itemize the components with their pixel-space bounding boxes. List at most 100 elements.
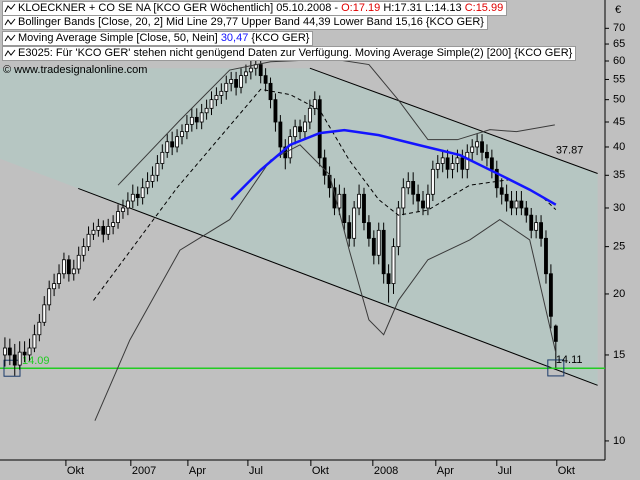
candle-body — [401, 187, 406, 209]
candle-body — [317, 99, 322, 159]
candle-body — [121, 207, 125, 212]
candle-body — [2, 347, 7, 356]
candle-body — [86, 233, 91, 248]
candle-body — [37, 321, 42, 336]
candle-body — [96, 226, 101, 231]
candle-body — [258, 64, 263, 77]
indicator-line — [117, 59, 555, 186]
high-text: H:17.31 — [383, 2, 422, 14]
candle-body — [396, 207, 401, 248]
candle-body — [224, 82, 229, 92]
candle-body — [155, 163, 160, 176]
candle-body — [386, 273, 391, 285]
candle-body — [298, 126, 302, 133]
candle-body — [519, 200, 524, 209]
candle-body — [71, 268, 76, 275]
price-marker — [547, 359, 565, 377]
candle-body — [66, 259, 71, 275]
candle-body — [475, 141, 480, 148]
candle-body — [391, 246, 396, 285]
candle-body — [307, 107, 312, 123]
candle-body — [470, 146, 475, 153]
candle-body — [130, 193, 135, 202]
candle-body — [32, 334, 37, 349]
candle-body — [42, 304, 47, 323]
candle-body — [539, 222, 543, 239]
bollinger-text: Bollinger Bands [Close, 20, 2] Mid Line … — [18, 16, 484, 28]
candle-body — [416, 193, 421, 202]
candle-body — [371, 237, 376, 256]
x-tick-label: Jul — [498, 465, 512, 477]
x-tick-label: Okt — [312, 465, 329, 477]
candle-body — [362, 193, 366, 224]
y-tick-label: 50 — [613, 94, 625, 106]
candle-body — [140, 187, 145, 199]
candle-body — [544, 237, 548, 275]
y-tick-label: 45 — [613, 116, 625, 128]
candle-body — [239, 75, 243, 88]
candle-body — [445, 157, 450, 170]
candle-body — [22, 351, 27, 356]
candle-body — [504, 193, 509, 202]
candle-body — [450, 163, 455, 170]
candle-body — [180, 131, 184, 138]
candle-body — [426, 193, 430, 209]
y-tick-label: 40 — [613, 141, 625, 153]
open-text: O:17.19 — [341, 2, 381, 14]
candle-body — [509, 200, 514, 209]
trend-line — [309, 67, 598, 174]
candle-body — [411, 181, 416, 195]
trend-line — [78, 187, 598, 386]
ma-value: 30,47 — [220, 32, 249, 44]
candle-body — [145, 181, 150, 189]
candle-body — [116, 211, 120, 224]
candle-body — [376, 229, 381, 256]
candle-body — [455, 157, 460, 164]
copyright: © www.tradesignalonline.com — [2, 64, 150, 77]
candle-body — [7, 347, 12, 356]
candle-body — [322, 157, 327, 176]
y-tick-label: 30 — [613, 202, 625, 214]
candle-body — [529, 214, 534, 231]
candle-body — [357, 193, 361, 209]
candle-body — [106, 226, 111, 235]
x-tick-label: Apr — [437, 465, 454, 477]
candle-body — [534, 222, 539, 231]
candle-body — [273, 99, 278, 123]
candle-body — [101, 226, 106, 235]
symbol: KLOECKNER + CO SE NA [KCO GER Wöchentlic… — [18, 2, 339, 14]
error-text: E3025: Für 'KCO GER' stehen nicht genüge… — [18, 47, 573, 59]
candle-body — [514, 200, 519, 209]
candle-body — [553, 325, 558, 342]
candle-body — [489, 157, 494, 170]
candle-body — [209, 99, 214, 109]
candle-body — [81, 246, 86, 256]
y-tick-label: 10 — [613, 435, 625, 447]
header-legend: KLOECKNER + CO SE NA [KCO GER Wöchentlic… — [2, 1, 508, 16]
candle-body — [524, 207, 529, 216]
x-tick-label: Okt — [558, 465, 575, 477]
candle-body — [381, 229, 386, 275]
candle-body — [337, 193, 342, 209]
candle-body — [47, 288, 52, 306]
y-tick-label: 65 — [613, 38, 625, 50]
candle-body — [347, 222, 352, 239]
candle-body — [229, 79, 234, 84]
candle-body — [194, 116, 199, 123]
candle-body — [278, 121, 283, 148]
x-tick-label: Apr — [189, 465, 206, 477]
candle-body — [352, 207, 357, 239]
y-unit: € — [615, 4, 621, 16]
close-text: C:15.99 — [464, 2, 504, 14]
candle-body — [165, 141, 170, 153]
candle-body — [244, 71, 248, 77]
candle-body — [189, 116, 194, 125]
candle-body — [27, 347, 32, 356]
level-label: 14.09 — [22, 355, 50, 367]
candle-body — [150, 174, 155, 182]
candle-body — [125, 200, 130, 209]
candle-body — [214, 95, 219, 101]
annotation-label: 37.87 — [556, 144, 584, 156]
candle-body — [465, 151, 470, 170]
x-tick-label: Jul — [249, 465, 263, 477]
